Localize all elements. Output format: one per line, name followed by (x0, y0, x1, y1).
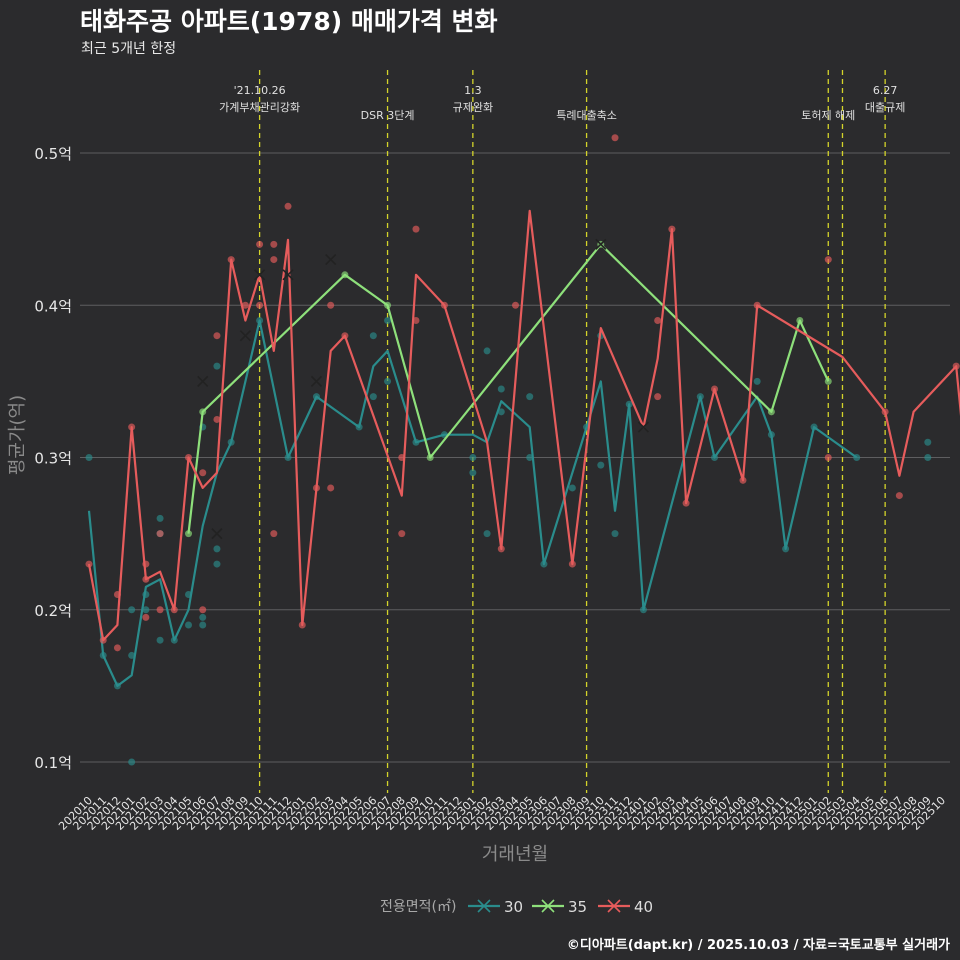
y-tick-label: 0.3억 (34, 450, 72, 468)
chart-subtitle: 최근 5개년 한정 (81, 41, 177, 57)
series-40-point (256, 240, 264, 248)
series-30-max-marker (310, 375, 323, 387)
series-30-point (128, 606, 136, 614)
series-30-point (128, 758, 136, 766)
series-40-max-marker (637, 421, 650, 433)
y-tick-label: 0.5억 (34, 145, 72, 163)
y-tick-label: 0.4억 (34, 297, 72, 315)
event-annotation: 규제완화 (453, 101, 493, 114)
series-30-point (753, 377, 761, 385)
series-40-point (327, 301, 335, 309)
series-40-point (654, 316, 662, 324)
y-tick-label: 0.1억 (34, 754, 72, 772)
series-40-point (824, 256, 832, 264)
series-40-point (156, 606, 164, 614)
series-30-point (128, 651, 136, 659)
series-40-point (398, 530, 406, 538)
series-30-point (497, 408, 505, 416)
series-30-point (199, 613, 207, 621)
series-30-point (384, 377, 392, 385)
series-40-point (213, 332, 221, 340)
series-40-point (611, 134, 619, 142)
series-40-point (199, 469, 207, 477)
legend-marker-40 (607, 899, 621, 913)
series-30-point (469, 454, 477, 461)
chart-title: 태화주공 아파트(1978) 매매가격 변화 (80, 7, 498, 36)
series-30-point (568, 484, 576, 492)
series-35-max-marker (595, 238, 607, 250)
event-annotation: 특례대출축소 (556, 109, 617, 122)
series-30-point (199, 621, 207, 629)
event-annotation: DSR 3단계 (361, 109, 415, 122)
series-30-point (213, 560, 221, 568)
series-40-point (142, 613, 150, 621)
series-40-point (241, 301, 249, 309)
series-30-line (87, 319, 858, 687)
series-30-point (526, 454, 534, 461)
series-40-point (654, 393, 662, 401)
series-30-point (213, 362, 221, 370)
y-tick-label: 0.2억 (34, 602, 72, 620)
series-35-line (187, 243, 830, 534)
series-30-point (142, 606, 150, 614)
series-30-point (483, 347, 491, 355)
series-40-max-marker (239, 330, 251, 342)
legend-label-30: 30 (504, 898, 523, 916)
series-40-point (85, 560, 93, 568)
series-30-point (156, 514, 164, 522)
series-40-point (156, 530, 164, 538)
series-40-point (256, 301, 264, 309)
series-40-point (412, 225, 420, 233)
series-40-max-marker (282, 269, 294, 281)
series-30-point (597, 461, 605, 469)
series-30-point (924, 438, 932, 446)
series-40-point (213, 415, 221, 423)
source-caption: ©디아파트(dapt.kr) / 2025.10.03 / 자료=국토교통부 실… (566, 938, 950, 953)
series-40-point (199, 606, 207, 614)
series-40-point (327, 484, 335, 492)
series-30-point (156, 636, 164, 644)
series-30-point (369, 393, 377, 401)
series-30-point (497, 385, 505, 393)
series-40-line (87, 209, 960, 642)
series-40-max-marker (211, 528, 223, 540)
series-40-point (512, 301, 519, 309)
series-40-point (270, 240, 278, 248)
event-annotation: 토허제 해제 (801, 108, 855, 122)
series-40-point (270, 530, 278, 538)
legend-marker-35 (541, 899, 555, 913)
series-40-point (895, 492, 903, 500)
event-annotation: 1.3 (464, 84, 482, 97)
event-annotation: '21.10.26 (234, 84, 286, 97)
series-30-point (469, 469, 477, 477)
series-30-point (369, 332, 377, 340)
series-30-point (384, 316, 392, 324)
legend-title: 전용면적(㎡) (380, 899, 456, 915)
legend-label-35: 35 (568, 898, 587, 916)
x-axis-title: 거래년월 (482, 844, 548, 865)
series-40-point (113, 644, 121, 652)
event-annotation: 6.27 (873, 84, 898, 97)
series-40-point (270, 256, 278, 264)
series-30-point (611, 530, 619, 538)
series-30-point (483, 530, 491, 538)
series-40-point (284, 202, 292, 210)
series-40-max-marker (197, 375, 209, 387)
event-annotation: 대출규제 (865, 101, 905, 114)
series-30-point (924, 454, 932, 461)
series-30-point (526, 393, 534, 401)
series-40-point (824, 454, 832, 461)
series-30-point (213, 545, 221, 553)
event-annotation: 가계부채관리강화 (219, 101, 300, 114)
series-40-max-marker (254, 269, 266, 281)
y-axis-title: 평균가(억) (7, 395, 28, 475)
legend-label-40: 40 (634, 898, 653, 916)
series-35-point (185, 530, 193, 538)
series-40-max-marker (325, 254, 337, 266)
legend-marker-30 (477, 899, 491, 913)
series-30-point (85, 454, 93, 461)
series-30-point (185, 621, 193, 629)
